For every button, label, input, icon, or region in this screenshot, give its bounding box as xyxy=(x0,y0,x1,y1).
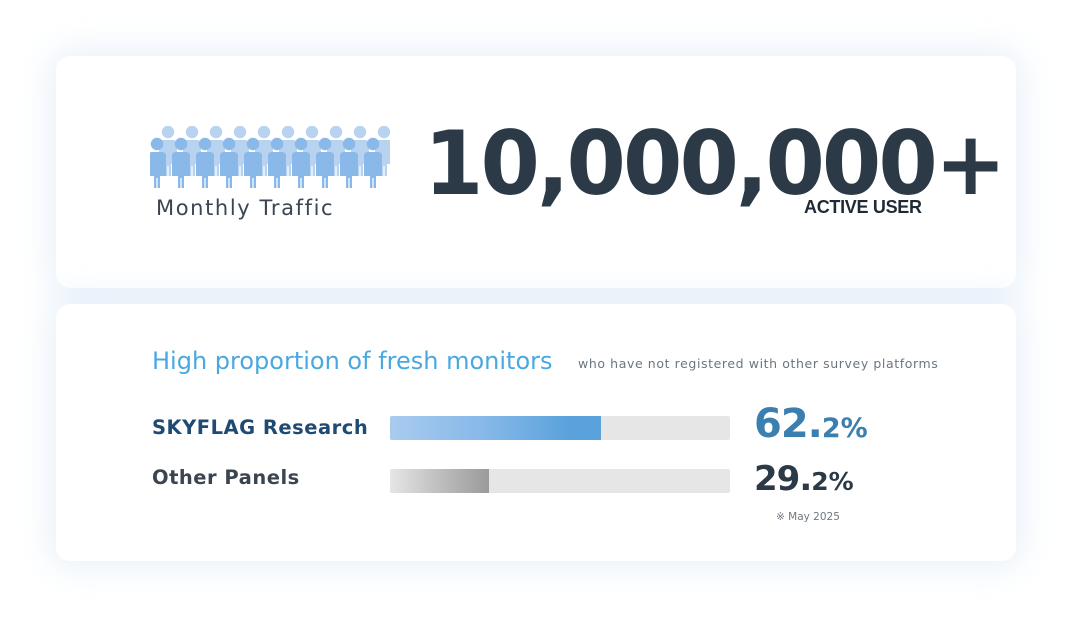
skyflag-research-percent-decimal: 2% xyxy=(821,413,868,444)
person-figure xyxy=(196,137,214,188)
person-figure xyxy=(159,126,177,176)
person-figure xyxy=(351,126,369,176)
person-figure xyxy=(316,137,334,188)
person-figure xyxy=(340,137,358,188)
person-figure xyxy=(268,137,286,188)
person-figure xyxy=(327,126,345,176)
other-panels-percent-decimal: 2% xyxy=(811,467,854,496)
other-panels-percent: 29.2% xyxy=(754,462,854,496)
person-figure xyxy=(255,126,273,176)
person-figure xyxy=(292,137,310,188)
skyflag-research-percent: 62.2% xyxy=(754,404,868,444)
fresh-monitors-card: High proportion of fresh monitors who ha… xyxy=(56,304,1016,561)
fresh-monitors-subheading: who have not registered with other surve… xyxy=(578,356,939,371)
active-user-count: 10,000,000+ xyxy=(424,112,1006,215)
person-figure xyxy=(231,126,249,176)
survey-date-note: ※ May 2025 xyxy=(776,511,840,523)
monthly-traffic-card: Monthly Traffic 10,000,000+ ACTIVE USER xyxy=(56,56,1016,288)
skyflag-research-bar-fill xyxy=(390,416,602,440)
person-figure xyxy=(172,137,190,188)
person-figure xyxy=(244,137,262,188)
fresh-monitors-heading: High proportion of fresh monitors xyxy=(152,347,553,375)
other-panels-label: Other Panels xyxy=(152,466,300,489)
person-figure xyxy=(375,126,390,176)
other-panels-percent-whole: 29. xyxy=(754,459,812,499)
person-figure xyxy=(220,137,238,188)
person-figure xyxy=(183,126,201,176)
person-figure xyxy=(303,126,321,176)
person-figure xyxy=(207,126,225,176)
other-panels-bar-fill xyxy=(390,469,490,493)
person-figure xyxy=(150,137,166,188)
other-panels-bar xyxy=(390,469,730,493)
skyflag-research-bar xyxy=(390,416,730,440)
skyflag-research-percent-whole: 62. xyxy=(754,401,823,447)
people-crowd-icon xyxy=(150,126,390,190)
person-figure xyxy=(279,126,297,176)
skyflag-research-label: SKYFLAG Research xyxy=(152,416,369,439)
active-user-label: ACTIVE USER xyxy=(804,197,922,217)
person-figure xyxy=(364,137,382,188)
monthly-traffic-label: Monthly Traffic xyxy=(156,196,335,220)
